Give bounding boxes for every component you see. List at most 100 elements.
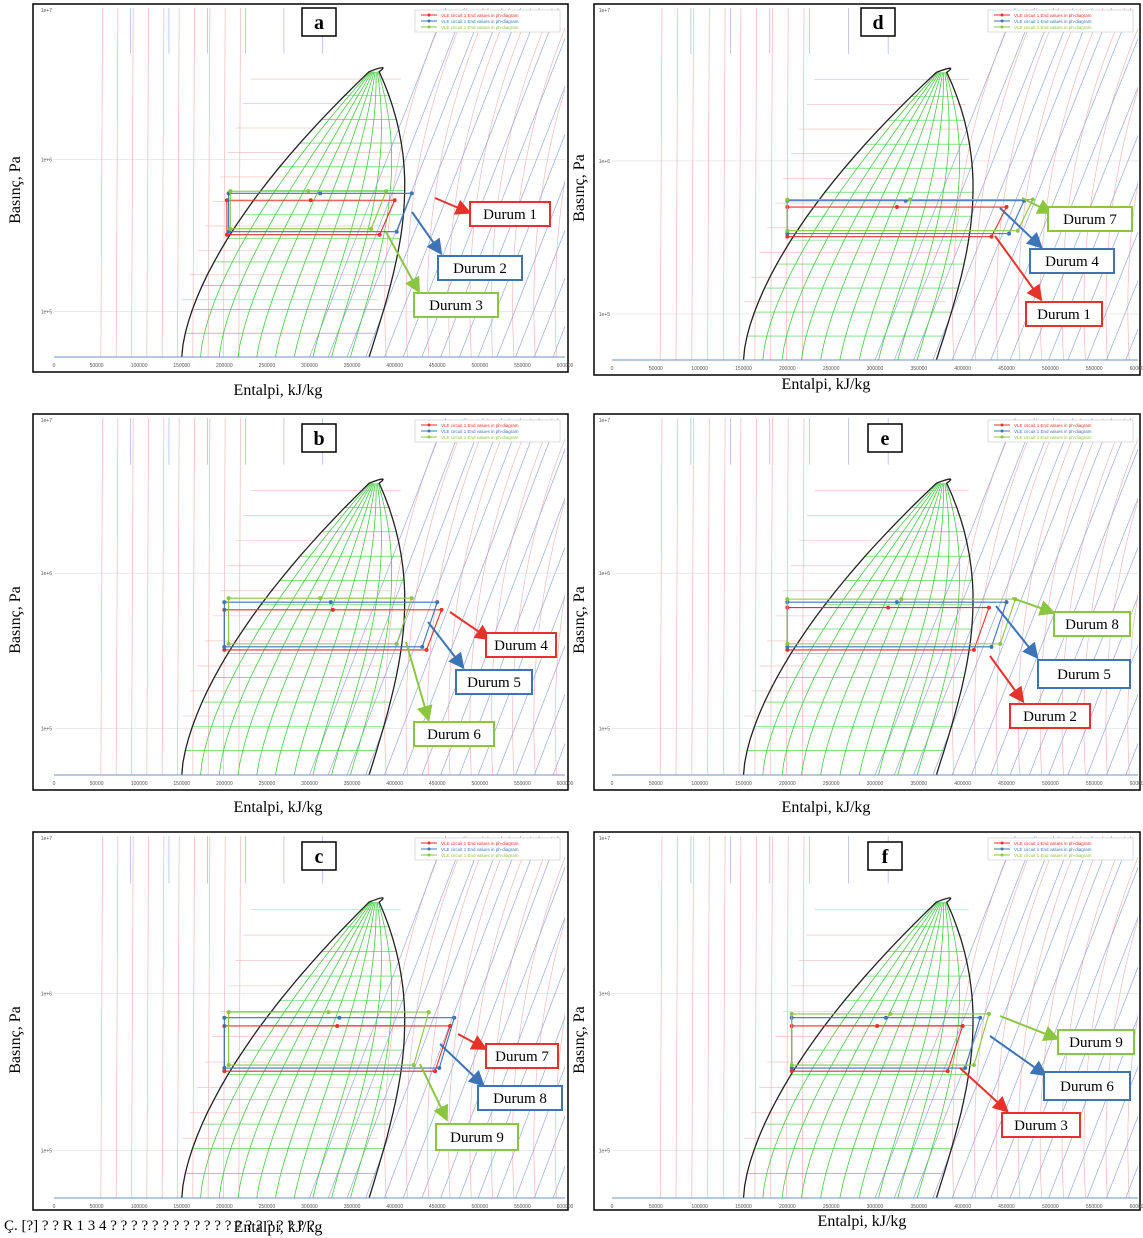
y-axis-label: Basınç, Pa (7, 586, 24, 654)
isotherm-line (192, 418, 195, 775)
isentrope-line (971, 836, 1113, 1198)
isotherm-line (659, 8, 663, 360)
isentrope-line (951, 418, 1093, 775)
isentrope-line (477, 546, 565, 775)
isotherm-line (754, 8, 758, 360)
cycle-point-blue (394, 229, 399, 234)
cycle-point-blue (785, 231, 790, 236)
legend-label: VLE circuit 1 End values in ph-diagram (441, 19, 519, 24)
x-tick-label: 400000 (954, 366, 971, 372)
x-tick-label: 150000 (173, 781, 190, 787)
isotherm-line (100, 836, 103, 1198)
cycle-point-green (785, 228, 790, 233)
x-tick-label: 250000 (259, 781, 276, 787)
x-tick-label: 50000 (90, 781, 104, 787)
x-tick-label: 450000 (429, 1204, 446, 1210)
isentrope-line (346, 418, 484, 775)
panel-a: 0 50000 100000 150000 200000 250000 300000 3500… (7, 3, 574, 399)
isentrope-line (971, 8, 1113, 360)
annotation-box (1037, 659, 1131, 689)
isotherm-line (770, 8, 773, 360)
x-tick-label: 450000 (429, 363, 446, 369)
panel-e: 0 50000 100000 150000 200000 250000 300000 3500… (571, 413, 1143, 816)
isotherm-line (192, 8, 195, 357)
isotherm-line (115, 836, 119, 1198)
plot-area (612, 418, 1138, 775)
legend-marker (1000, 13, 1004, 17)
isotherm-line (161, 836, 165, 1198)
x-tick-label: 550000 (514, 1204, 531, 1210)
isotherm-line (722, 8, 726, 360)
cycle-point-blue (337, 1015, 342, 1020)
annotation-arrow (999, 207, 1043, 249)
x-tick-label: 500000 (471, 781, 488, 787)
isentrope-line (515, 1065, 565, 1198)
y-tick-label: 1e+6 (599, 991, 610, 997)
isentrope-line (913, 8, 1055, 360)
isentrope-line (384, 418, 522, 775)
isotherm-line (115, 418, 119, 775)
isotherm-line (786, 8, 789, 360)
x-tick-label: 500000 (1042, 781, 1059, 787)
legend-label: VLE circuit 1 End values in ph-diagram (441, 423, 519, 428)
panel-letter: c (315, 846, 324, 868)
cycle-point-red (989, 234, 994, 239)
x-tick-label: 600000 (1130, 366, 1143, 372)
x-tick-label: 150000 (735, 366, 752, 372)
x-tick-label: 300000 (301, 781, 318, 787)
annotation-box (477, 1085, 563, 1111)
isotherm-line (754, 418, 758, 775)
legend-label: VLE circuit 1 End values in ph-diagram (1014, 435, 1092, 440)
cycle-point-green (998, 641, 1003, 646)
legend-label: VLE circuit 1 End values in ph-diagram (441, 25, 519, 30)
x-tick-label: 200000 (779, 781, 796, 787)
cycle-point-red (424, 647, 429, 652)
x-tick-label: 450000 (998, 1204, 1015, 1210)
x-tick-label: 350000 (910, 781, 927, 787)
annotation-label: Durum 7 (1063, 212, 1117, 228)
legend-marker (1000, 429, 1004, 433)
cycle-point-blue (883, 1015, 888, 1020)
x-tick-label: 150000 (173, 363, 190, 369)
legend-marker (1000, 423, 1004, 427)
legend-box (987, 9, 1134, 33)
x-tick-label: 600000 (557, 1204, 574, 1210)
isotherm-line (659, 836, 663, 1198)
cycle-point-green (318, 596, 323, 601)
isentrope-line (496, 595, 565, 775)
annotation-label: Durum 6 (427, 727, 481, 743)
y-axis-label: Basınç, Pa (7, 1006, 24, 1074)
isentrope-line (440, 448, 565, 775)
x-tick-label: 0 (53, 1204, 56, 1210)
y-tick-label: 1e+7 (41, 418, 52, 424)
cycle-point-blue (437, 1066, 442, 1071)
isotherm-line (161, 8, 165, 357)
isotherm-line (177, 418, 180, 775)
x-tick-label: 0 (53, 363, 56, 369)
x-tick-label: 300000 (867, 1204, 884, 1210)
cycle-point-red (894, 205, 899, 210)
isentrope-line (951, 836, 1093, 1198)
panel-letter: d (872, 12, 883, 34)
x-tick-label: 400000 (386, 1204, 403, 1210)
annotation-box (1001, 1112, 1081, 1138)
x-tick-label: 500000 (1042, 366, 1059, 372)
isotherm-line (146, 418, 149, 775)
x-tick-label: 0 (611, 781, 614, 787)
cycle-point-green (908, 197, 913, 202)
annotation-label: Durum 8 (493, 1091, 547, 1107)
annotation-label: Durum 5 (1057, 667, 1111, 683)
x-axis-label: Entalpi, kJ/kg (782, 799, 871, 816)
isotherm-line (801, 836, 805, 1198)
cycle-point-red (392, 198, 397, 203)
isotherm-line (554, 592, 565, 775)
y-tick-label: 1e+7 (41, 836, 52, 842)
isotherm-line (722, 836, 726, 1198)
x-tick-label: 400000 (386, 781, 403, 787)
y-tick-label: 1e+5 (599, 312, 610, 318)
panel-letter: e (881, 428, 890, 450)
panel-frame (32, 831, 569, 1211)
cycle-point-green (785, 641, 790, 646)
isentrope-line (534, 693, 565, 775)
annotation-box (435, 1123, 519, 1151)
